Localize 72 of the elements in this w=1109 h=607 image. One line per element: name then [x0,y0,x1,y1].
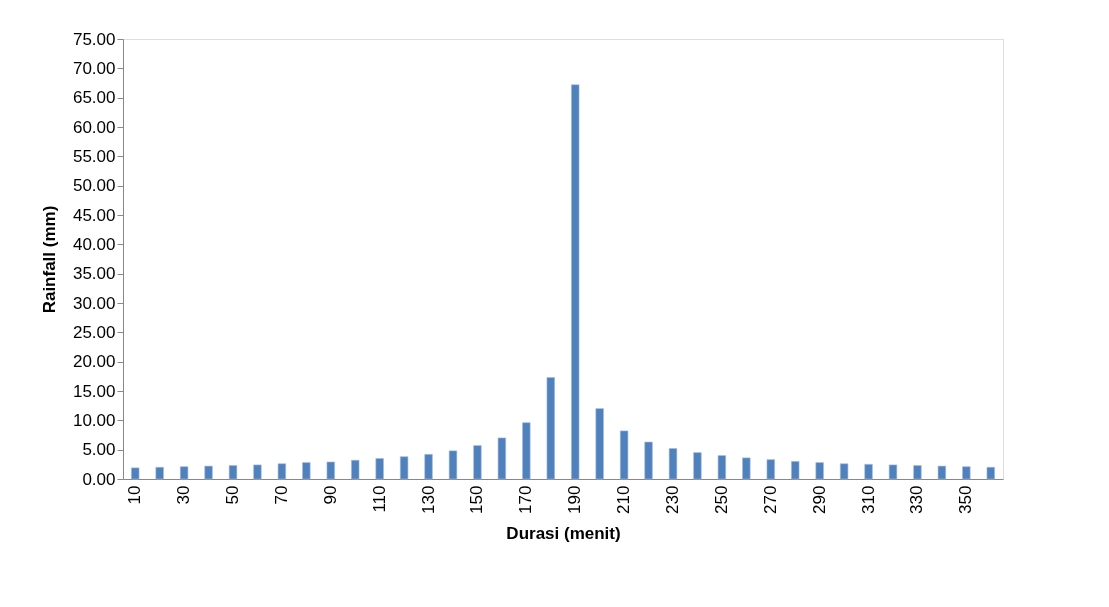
bar [644,441,653,480]
y-tick-label: 70.00 [72,58,116,78]
bar [375,458,384,480]
bar [839,463,849,480]
x-tick-label: 190 [565,485,585,514]
bar [571,84,580,480]
bar [228,465,238,480]
bar [913,465,922,480]
x-tick-label: 10 [125,485,145,505]
y-tick-label: 30.00 [72,293,116,313]
x-tick-label: 230 [663,485,682,514]
y-tick-label: 45.00 [72,205,116,225]
bar [595,408,604,480]
x-tick-label: 350 [956,485,976,514]
bar [962,466,971,480]
bar [448,450,458,480]
x-tick-label: 250 [711,485,731,514]
y-tick-label: 50.00 [72,176,116,196]
bar [815,462,824,480]
y-tick-label: 65.00 [72,88,116,108]
bar [619,430,629,480]
y-tick-label: 10.00 [72,410,116,430]
bar [668,448,678,480]
y-tick-label: 40.00 [72,234,116,254]
bar [864,464,873,480]
bar [497,437,507,480]
bar [522,422,531,480]
y-axis-title: Rainfall (mm) [39,205,59,314]
bar [693,452,702,480]
y-tick-label: 0.00 [82,469,116,489]
bar [888,464,898,480]
x-tick-label: 110 [369,485,389,513]
y-tick-label: 25.00 [72,322,116,342]
x-tick-label: 290 [809,485,829,514]
y-tick-label: 15.00 [72,381,116,401]
bar [179,466,189,480]
x-tick-label: 130 [418,485,438,514]
bar [424,454,433,480]
y-tick-label: 75.00 [72,29,116,49]
bar [986,466,995,480]
x-tick-label: 150 [467,485,487,514]
bar [937,465,947,480]
bar [277,463,287,480]
bar [155,466,164,480]
bar [351,459,360,480]
x-tick-label: 170 [516,485,536,514]
bar [253,464,262,480]
bar [131,467,140,480]
x-tick-label: 30 [174,485,194,505]
bar [791,461,800,480]
x-tick-label: 90 [320,485,340,505]
x-tick-label: 210 [614,485,634,514]
bar [473,445,482,480]
bar [302,462,311,480]
bar [326,461,335,480]
bar [766,459,775,480]
x-axis-title: Durasi (menit) [506,523,621,543]
bar [546,377,555,480]
bar [717,455,727,480]
y-tick-label: 5.00 [82,440,116,460]
bar [204,465,213,480]
y-tick-label: 55.00 [72,146,116,166]
bar [399,456,409,480]
x-tick-label: 270 [760,485,780,514]
y-tick-label: 20.00 [72,352,116,372]
x-tick-label: 50 [223,485,242,505]
y-tick-label: 35.00 [72,264,116,284]
y-tick-label: 60.00 [72,117,116,137]
x-tick-label: 310 [858,485,878,514]
bar [742,457,751,480]
x-tick-label: 70 [271,485,291,505]
x-tick-label: 330 [907,485,927,514]
